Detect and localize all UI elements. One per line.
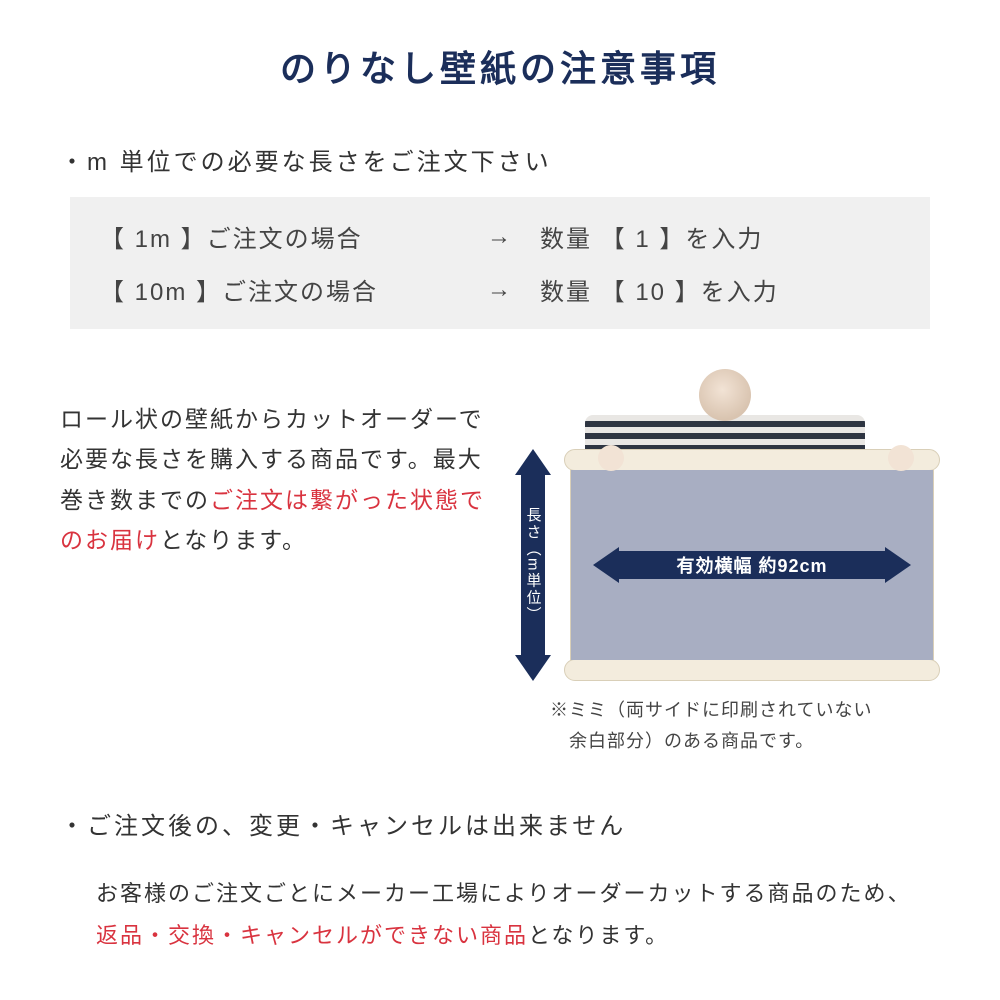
cancel-part1: お客様のご注文ごとにメーカー工場によりオーダーカットする商品のため、 <box>96 881 912 906</box>
arrow-up-icon <box>515 449 551 475</box>
mid-section: ロール状の壁紙からカットオーダーで必要な長さを購入する商品です。最大巻き数までの… <box>60 369 940 756</box>
example-row: 【 10m 】ご注文の場合 → 数量 【 10 】を入力 <box>100 272 900 307</box>
person-head-icon <box>699 369 751 421</box>
cut-order-description: ロール状の壁紙からカットオーダーで必要な長さを購入する商品です。最大巻き数までの… <box>60 369 490 560</box>
example-right: 数量 【 10 】を入力 <box>540 272 900 307</box>
roll-tube-bottom <box>564 659 940 681</box>
arrow-right-icon: → <box>460 223 540 251</box>
arrow-left-icon <box>593 547 619 583</box>
horizontal-width-arrow: 有効横幅 約92cm <box>593 547 912 583</box>
section2-heading: ・ご注文後の、変更・キャンセルは出来ません <box>60 806 940 841</box>
cancel-policy-text: お客様のご注文ごとにメーカー工場によりオーダーカットする商品のため、返品・交換・… <box>60 861 940 957</box>
wallpaper-roll: 有効横幅 約92cm <box>564 449 940 681</box>
section1-heading: ・m 単位での必要な長さをご注文下さい <box>60 142 940 177</box>
order-example-box: 【 1m 】ご注文の場合 → 数量 【 1 】を入力 【 10m 】ご注文の場合… <box>70 197 930 329</box>
mimi-note-line2: 余白部分）のある商品です。 <box>550 731 814 751</box>
hand-icon <box>598 445 624 471</box>
example-right: 数量 【 1 】を入力 <box>540 219 900 254</box>
length-label: 長さ（m単位） <box>523 507 544 624</box>
cancel-red: 返品・交換・キャンセルができない商品 <box>96 923 528 948</box>
arrow-down-icon <box>515 655 551 681</box>
page-title: のりなし壁紙の注意事項 <box>60 40 940 92</box>
mimi-note: ※ミミ（両サイドに印刷されていない 余白部分）のある商品です。 <box>510 695 940 756</box>
arrow-right-icon: → <box>460 276 540 304</box>
cancel-part2: となります。 <box>528 923 669 948</box>
vertical-length-arrow: 長さ（m単位） <box>510 449 556 681</box>
example-row: 【 1m 】ご注文の場合 → 数量 【 1 】を入力 <box>100 219 900 254</box>
arrow-right-icon <box>885 547 911 583</box>
desc-part2: となります。 <box>160 527 307 553</box>
wallpaper-sheet: 有効横幅 約92cm <box>570 470 934 660</box>
example-left: 【 10m 】ご注文の場合 <box>100 272 460 307</box>
example-left: 【 1m 】ご注文の場合 <box>100 219 460 254</box>
width-label: 有効横幅 約92cm <box>619 551 886 579</box>
wallpaper-diagram: 長さ（m単位） 有効横幅 約92cm ※ミミ（両サイドに印刷されていない 余白部 <box>510 369 940 756</box>
mimi-note-line1: ※ミミ（両サイドに印刷されていない <box>550 700 872 720</box>
hand-icon <box>888 445 914 471</box>
